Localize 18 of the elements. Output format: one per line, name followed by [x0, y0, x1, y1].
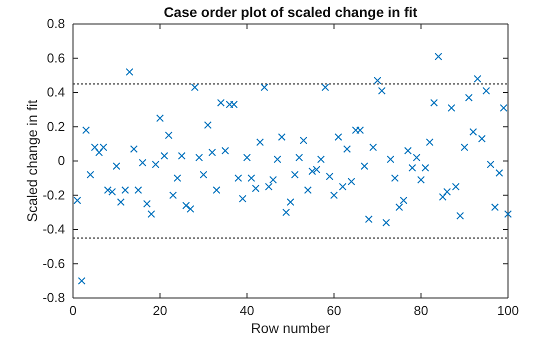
y-tick-label: 0	[58, 153, 65, 168]
x-tick-label: 40	[240, 303, 254, 318]
y-tick-label: 0.8	[46, 16, 65, 32]
x-tick-label: 0	[69, 303, 77, 318]
x-tick-label: 80	[414, 303, 428, 318]
y-tick-label: 0.2	[46, 118, 65, 134]
y-tick-label: -0.2	[42, 187, 65, 202]
x-tick-label: 100	[497, 303, 519, 318]
y-tick-label: -0.8	[42, 290, 65, 306]
x-tick-label: 20	[152, 303, 168, 318]
y-tick-label: -0.4	[42, 222, 65, 237]
y-tick-label: 0.4	[46, 84, 65, 100]
x-tick-label: 60	[326, 303, 342, 318]
x-axis-title: Row number	[250, 320, 331, 336]
y-tick-label: 0.6	[46, 50, 65, 66]
y-axis-title: Scaled change in fit	[24, 100, 40, 222]
y-tick-label: -0.6	[42, 256, 65, 271]
chart-title: Case order plot of scaled change in fit	[164, 4, 418, 20]
